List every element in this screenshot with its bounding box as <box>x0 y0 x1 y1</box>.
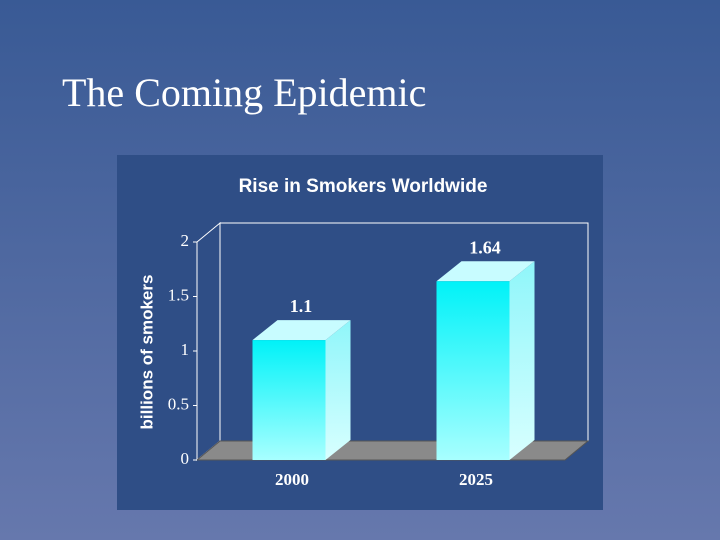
y-tick-label: 2 <box>181 231 190 250</box>
bar-side <box>325 320 351 460</box>
x-tick-label: 2025 <box>459 470 493 489</box>
y-tick-label: 1 <box>181 340 190 359</box>
y-tick-label: 0 <box>181 449 190 468</box>
bar-top <box>252 320 351 341</box>
y-axis-label: billions of smokers <box>137 275 156 430</box>
y-tick-label: 1.5 <box>168 285 189 304</box>
bar-top <box>436 261 535 282</box>
bar-side <box>509 261 535 460</box>
slide-title: The Coming Epidemic <box>62 70 426 115</box>
y-tick-label: 0.5 <box>168 394 189 413</box>
bar <box>436 281 510 460</box>
x-tick-label: 2000 <box>275 470 309 489</box>
plot: 0 0.5 1 1.5 2 2000 1.1 2025 1.64 <box>168 221 590 489</box>
bar <box>252 340 326 460</box>
data-label: 1.64 <box>469 237 501 257</box>
data-label: 1.1 <box>290 296 313 316</box>
chart-title: Rise in Smokers Worldwide <box>239 176 488 197</box>
